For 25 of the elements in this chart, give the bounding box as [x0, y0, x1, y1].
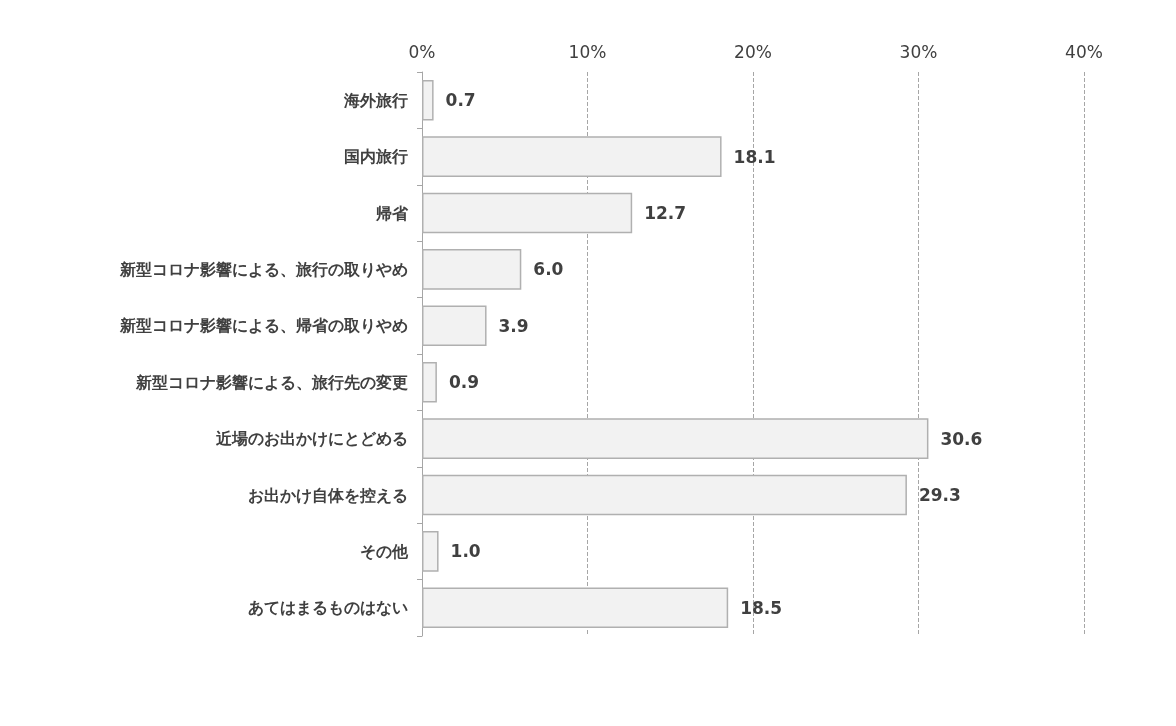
y-tick-label: 海外旅行	[343, 90, 408, 110]
data-label: 6.0	[533, 259, 564, 280]
x-tick-label: 20%	[734, 41, 772, 62]
y-tick-label: 帰省	[375, 203, 409, 223]
data-label: 1.0	[450, 541, 481, 562]
y-tick-label: 近場のお出かけにとどめる	[215, 429, 408, 449]
x-tick-label: 30%	[899, 41, 938, 62]
data-label: 18.5	[740, 597, 783, 618]
y-tick-label: 新型コロナ影響による、旅行の取りやめ	[119, 259, 408, 279]
y-tick-label: その他	[360, 541, 409, 561]
x-tick-label: 0%	[408, 41, 436, 62]
data-label: 18.1	[733, 146, 776, 167]
data-label: 0.7	[445, 90, 476, 111]
data-label: 3.9	[498, 315, 529, 336]
data-label: 0.9	[448, 372, 480, 393]
data-label: 12.7	[644, 203, 687, 223]
x-tick-label: 40%	[1065, 41, 1103, 62]
data-label: 29.3	[918, 485, 961, 505]
y-tick-label: 国内旅行	[344, 147, 408, 167]
y-tick-label: あてはまるものはない	[248, 598, 408, 618]
y-tick-label: 新型コロナ影響による、帰省の取りやめ	[119, 316, 408, 336]
y-tick-label: お出かけ自体を控える	[248, 485, 408, 505]
x-tick-label: 10%	[568, 41, 607, 62]
data-label: 30.6	[940, 428, 983, 449]
y-tick-label: 新型コロナ影響による、旅行先の変更	[135, 372, 408, 392]
